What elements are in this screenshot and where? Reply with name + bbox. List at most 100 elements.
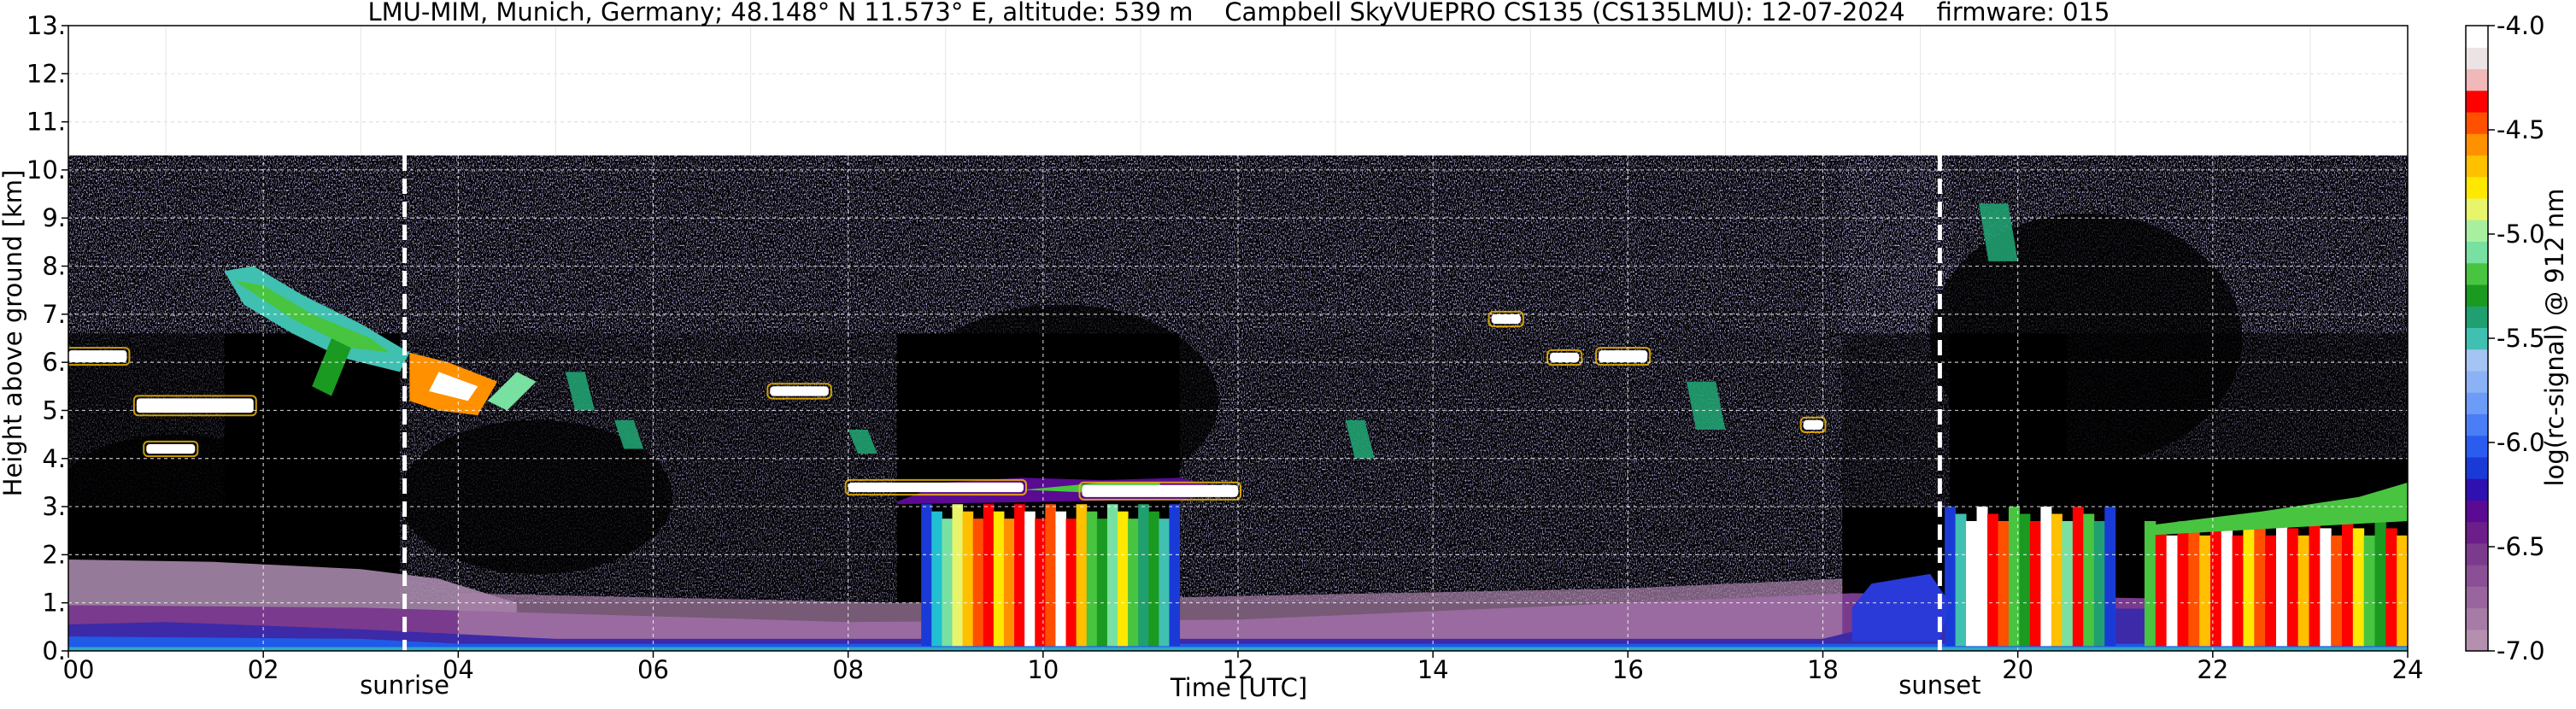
colorbar-step-7 [2466, 478, 2488, 501]
y-tick-label-8: 8. [42, 252, 66, 281]
annotation-label-1: sunset [1898, 671, 1980, 700]
convective-column-20 [1128, 519, 1139, 647]
sunrise-cloud-edge [487, 372, 537, 411]
colorbar-step-21 [2466, 176, 2488, 199]
convective-column-1 [931, 511, 942, 647]
colorbar-tick-label-1: -4.5 [2497, 115, 2545, 144]
convective-column-13 [1055, 511, 1067, 647]
x-axis-label: Time [UTC] [1170, 673, 1307, 702]
convective-column-2 [942, 519, 954, 647]
y-tick-label-2: 2. [42, 540, 66, 569]
streak-3 [1345, 419, 1375, 459]
night-column-12 [2275, 520, 2288, 647]
colorbar-tick-label-5: -6.5 [2497, 532, 2545, 561]
noise-band-3 [1179, 333, 1843, 603]
evening-column-14 [2093, 520, 2105, 647]
clear-air-1 [907, 304, 1219, 497]
evening-column-6 [2008, 507, 2020, 647]
night-column-3 [2177, 520, 2189, 647]
colorbar-tick-label-4: -6.0 [2497, 428, 2545, 457]
thin-cloud-2 [146, 443, 196, 454]
y-tick-label-4: 4. [42, 444, 66, 473]
evening-column-7 [2019, 513, 2031, 647]
x-tick-label-10: 20 [2002, 655, 2033, 684]
night-column-21 [2374, 520, 2386, 647]
annotations: sunrise sunset [360, 155, 1981, 700]
colorbar-tick-label-6: -7.0 [2497, 636, 2545, 665]
annotation-label-0: sunrise [360, 671, 449, 700]
thin-cloud-7 [1550, 352, 1580, 363]
streak-2 [848, 430, 877, 454]
night-column-8 [2232, 535, 2244, 647]
convective-column-5 [972, 519, 984, 647]
evening-column-2 [1966, 520, 1978, 647]
ice-streak-tail [312, 338, 351, 396]
convective-column-14 [1065, 519, 1077, 647]
colorbar-step-11 [2466, 392, 2488, 414]
colorbar-step-16 [2466, 284, 2488, 307]
y-axis: 0. 1. 2. 3. 4. 5. 6. 7. 8. 9. 10. 11. 12. 13. [26, 11, 68, 665]
thin-cloud-4 [848, 482, 1024, 493]
convective-column-16 [1086, 511, 1098, 647]
colorbar-step-22 [2466, 155, 2488, 178]
y-tick-label-0: 0. [42, 636, 66, 665]
thin-cloud-0 [68, 350, 127, 363]
x-tick-label-8: 16 [1612, 655, 1644, 684]
evening-column-0 [1945, 507, 1957, 647]
thin-cloud-edge-2 [143, 440, 199, 458]
night-column-18 [2341, 520, 2354, 647]
colorbar-tick-label-3: -5.5 [2497, 324, 2545, 353]
surface-layer [68, 636, 2408, 647]
thin-cloud-edge-4 [844, 478, 1028, 496]
y-tick-label-3: 3. [42, 492, 66, 521]
x-tick-label-7: 14 [1417, 655, 1449, 684]
evening-column-13 [2083, 513, 2095, 647]
convective-column-19 [1117, 511, 1129, 647]
colorbar-step-5 [2466, 521, 2488, 544]
x-tick-label-3: 06 [637, 655, 669, 684]
plot-area [68, 155, 2408, 651]
colorbar-step-10 [2466, 413, 2488, 437]
x-tick-label-5: 10 [1027, 655, 1059, 684]
evening-column-3 [1976, 507, 1988, 647]
night-column-9 [2243, 520, 2255, 647]
convective-column-4 [962, 511, 974, 647]
pre-sunset-layer [1851, 573, 1950, 642]
night-column-2 [2166, 535, 2178, 647]
night-column-15 [2309, 520, 2321, 647]
colorbar: -4.0 -4.5 -5.0 -5.5 -6.0 -6.5 -7.0 [2465, 11, 2545, 665]
convective-column-22 [1148, 511, 1159, 647]
colorbar-step-8 [2466, 456, 2488, 479]
colorbar-step-25 [2466, 90, 2488, 113]
streak-0 [565, 372, 595, 411]
colorbar-step-4 [2466, 542, 2488, 565]
evening-column-9 [2040, 507, 2052, 647]
colorbar-step-23 [2466, 133, 2488, 156]
night-column-14 [2297, 535, 2309, 647]
y-tick-label-9: 9. [42, 203, 66, 232]
convective-column-21 [1138, 504, 1149, 647]
thin-cloud-9 [1803, 419, 1823, 430]
colorbar-step-19 [2466, 220, 2488, 243]
night-column-6 [2209, 520, 2222, 647]
thin-cloud-edge-8 [1595, 347, 1652, 366]
evening-column-12 [2072, 507, 2084, 647]
colorbar-step-17 [2466, 262, 2488, 285]
colorbar-step-27 [2466, 47, 2488, 70]
y-tick-label-5: 5. [42, 396, 66, 425]
y-tick-label-13: 13. [26, 11, 66, 40]
colorbar-step-3 [2466, 565, 2488, 587]
y-tick-label-11: 11. [26, 108, 66, 137]
night-column-16 [2320, 528, 2332, 647]
colorbar-step-15 [2466, 306, 2488, 328]
convective-column-24 [1169, 504, 1181, 647]
x-axis: 00 02 04 06 08 10 12 14 16 18 20 22 24 [63, 651, 2423, 684]
thin-cloud-edge-6 [1488, 310, 1524, 328]
night-column-7 [2221, 528, 2233, 647]
colorbar-step-26 [2466, 68, 2488, 91]
evening-column-1 [1955, 513, 1967, 647]
y-tick-label-1: 1. [42, 589, 66, 618]
colorbar-step-6 [2466, 500, 2488, 523]
colorbar-step-28 [2466, 26, 2488, 48]
convective-column-7 [993, 511, 1005, 647]
